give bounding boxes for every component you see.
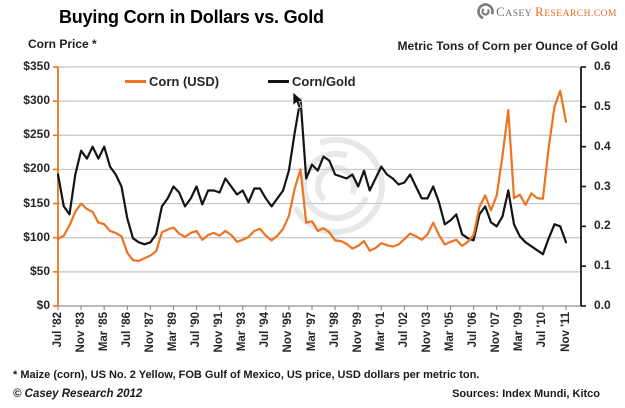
- x-axis-tick-label: Mar '85: [97, 312, 110, 352]
- x-axis-tick-label: Nov '11: [559, 312, 572, 352]
- corn-usd-line: [56, 89, 568, 262]
- x-axis-tick-label: Jul '98: [328, 312, 341, 348]
- x-axis-tick-label: Nov '99: [351, 312, 364, 353]
- x-axis-tick-label: Jul '86: [120, 312, 133, 348]
- left-axis-tick-label: $150: [23, 195, 50, 210]
- x-axis-tick-label: Jul '94: [259, 312, 272, 348]
- right-axis-title: Metric Tons of Corn per Ounce of Gold: [397, 39, 618, 53]
- left-axis-tick-label: $200: [23, 161, 50, 176]
- x-axis-tick-label: Jul '10: [536, 312, 549, 348]
- right-axis-tick-label: 0.3: [594, 178, 611, 193]
- x-axis-tick-label: Mar '93: [236, 312, 249, 352]
- x-axis-tick-label: Jul '06: [467, 312, 480, 348]
- logo-text-casey: CASEY: [496, 3, 533, 19]
- x-axis-tick-label: Jul '02: [397, 312, 410, 348]
- right-axis-tick-label: 0.5: [594, 98, 611, 113]
- logo-text-research: RESEARCH.COM: [535, 3, 617, 19]
- mouse-cursor-icon: [292, 92, 305, 109]
- x-axis-tick-label: Mar '97: [305, 312, 318, 352]
- right-axis-tick-label: 0.1: [594, 258, 611, 273]
- x-axis-tick-label: Nov '07: [490, 312, 503, 353]
- watermark-swirl: [315, 165, 358, 207]
- casey-research-logo: CASEY RESEARCH.COM: [477, 3, 617, 20]
- left-axis-tick-label: $300: [23, 93, 50, 108]
- watermark-swirl: [301, 151, 371, 221]
- legend-label-corn-gold: Corn/Gold: [292, 74, 356, 89]
- footnote: * Maize (corn), US No. 2 Yellow, FOB Gul…: [13, 369, 480, 381]
- left-axis-tick-label: $350: [23, 59, 50, 73]
- x-axis-tick-label: Jul '82: [51, 312, 64, 348]
- x-axis-tick-label: Mar '01: [374, 312, 387, 352]
- x-axis-tick-label: Jul '90: [190, 312, 203, 348]
- left-axis-tick-label: $50: [29, 263, 50, 278]
- x-axis-tick-label: Mar '89: [166, 312, 179, 352]
- copyright-note: © Casey Research 2012: [13, 388, 143, 400]
- corn-gold-swatch: [268, 80, 289, 83]
- left-axis-tick-label: $0: [36, 298, 50, 312]
- corn-usd-swatch: [125, 80, 146, 83]
- casey-swirl-icon: [477, 3, 494, 20]
- x-axis-tick-label: Nov '87: [143, 312, 156, 353]
- x-axis-tick-label: Nov '91: [213, 312, 226, 353]
- right-axis-tick-label: 0.2: [594, 218, 611, 233]
- right-axis-tick-label: 0.6: [594, 59, 611, 73]
- legend-item-corn-usd: Corn (USD): [125, 74, 219, 89]
- x-axis-tick-label: Nov '83: [74, 312, 87, 353]
- left-axis-title: Corn Price *: [28, 37, 97, 51]
- left-axis-tick-label: $250: [23, 127, 50, 142]
- chart-title: Buying Corn in Dollars vs. Gold: [59, 7, 324, 27]
- x-axis-tick-label: Nov '95: [282, 312, 295, 353]
- left-axis-tick-label: $100: [23, 229, 50, 244]
- right-axis-tick-label: 0.0: [594, 298, 611, 312]
- right-axis-tick-label: 0.4: [594, 138, 611, 153]
- legend-item-corn-gold: Corn/Gold: [268, 74, 356, 89]
- sources-note: Sources: Index Mundi, Kitco: [452, 388, 600, 400]
- corn-gold-line: [56, 97, 568, 256]
- x-axis-tick-label: Mar '09: [513, 312, 526, 352]
- x-axis-tick-label: Mar '05: [444, 312, 457, 352]
- legend-label-corn-usd: Corn (USD): [149, 74, 220, 89]
- x-axis-tick-label: Nov '03: [420, 312, 433, 353]
